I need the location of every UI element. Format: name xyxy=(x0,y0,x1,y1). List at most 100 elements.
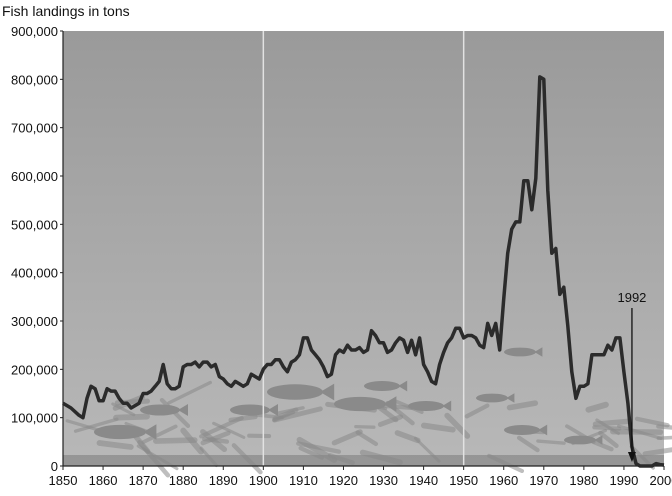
fish-icon xyxy=(564,435,603,445)
seaweed-strand xyxy=(113,413,150,421)
y-tick-label: 700,000 xyxy=(11,121,58,136)
fish-icon xyxy=(476,393,515,403)
x-tick-label: 1940 xyxy=(409,473,438,488)
series-line xyxy=(62,75,665,468)
fish-body xyxy=(140,404,180,416)
fish-icon xyxy=(94,424,157,440)
seaweed-strand xyxy=(617,424,663,440)
seaweed-strand xyxy=(595,418,621,436)
seaweed-strand xyxy=(506,400,539,411)
seaweed-strand xyxy=(199,415,244,439)
fish-body xyxy=(267,384,323,400)
seaweed-strand xyxy=(180,427,204,455)
x-tick-label: 1930 xyxy=(369,473,398,488)
seaweed-strand xyxy=(231,443,263,475)
fish-icon xyxy=(140,404,188,416)
y-tick-label: 500,000 xyxy=(11,217,58,232)
x-tick-label: 1850 xyxy=(49,473,78,488)
y-tick-label: 600,000 xyxy=(11,169,58,184)
x-tick-label: 1890 xyxy=(209,473,238,488)
fish-body xyxy=(564,435,596,445)
x-tick-label: 1960 xyxy=(489,473,518,488)
x-tick-label: 1980 xyxy=(569,473,598,488)
seaweed-strand xyxy=(331,429,363,446)
seaweed-strand xyxy=(359,449,403,466)
annotation-arrowhead xyxy=(627,452,636,462)
annotation-1992: 1992 xyxy=(617,290,646,462)
fish-tail xyxy=(442,400,452,412)
x-tick-label: 1870 xyxy=(129,473,158,488)
fish-icon xyxy=(504,424,548,436)
fish-tail xyxy=(268,404,278,416)
seaweed-strand xyxy=(96,440,134,450)
seaweed-strand xyxy=(516,435,540,453)
x-tick-label: 1900 xyxy=(249,473,278,488)
y-tick-label: 200,000 xyxy=(11,362,58,377)
seaweed-strand xyxy=(591,439,614,452)
fish-tail xyxy=(398,380,408,392)
seaweed-strand xyxy=(141,424,178,444)
fish-body xyxy=(408,401,444,411)
plot-area xyxy=(63,31,664,466)
x-tick-label: 1920 xyxy=(329,473,358,488)
seaweed-strand xyxy=(212,421,246,439)
fish-icon xyxy=(504,347,543,357)
seaweed-strand xyxy=(65,419,104,433)
seaweed-strand xyxy=(656,424,672,430)
fish-tail xyxy=(594,435,603,445)
fish-tail xyxy=(534,347,543,357)
y-tick-label: 900,000 xyxy=(11,24,58,39)
x-tick-label: 1860 xyxy=(89,473,118,488)
fish-tail xyxy=(383,396,397,412)
seaweed-strand xyxy=(167,380,212,405)
y-axis-label: Fish landings in tons xyxy=(2,3,130,19)
fish-icon xyxy=(334,396,397,412)
seaweed-strand xyxy=(464,403,490,419)
y-tick-label: 800,000 xyxy=(11,72,58,87)
y-tick-label: 400,000 xyxy=(11,266,58,281)
fish-tail xyxy=(538,424,548,436)
fish-tail xyxy=(143,424,157,440)
fish-body xyxy=(476,393,508,403)
seaweed-strand xyxy=(642,447,672,457)
fish-body xyxy=(230,404,270,416)
y-tick-label: 100,000 xyxy=(11,411,58,426)
fish-body xyxy=(504,425,540,435)
seaweed-strand xyxy=(298,446,325,460)
seaweed-strand xyxy=(355,430,379,447)
seaweed-strand xyxy=(413,436,441,463)
seaweed-strand xyxy=(536,439,566,445)
seaweed-strand xyxy=(73,417,119,433)
x-tick-label: 1950 xyxy=(449,473,478,488)
y-tick-label: 0 xyxy=(51,459,58,474)
y-tick-label: 300,000 xyxy=(11,314,58,329)
x-tick-label: 1910 xyxy=(289,473,318,488)
fish-body xyxy=(364,381,400,391)
x-tick-label: 1970 xyxy=(529,473,558,488)
seaweed-strand xyxy=(585,401,609,413)
gridlines xyxy=(262,31,465,466)
seaweed-strand xyxy=(296,441,342,454)
seaweed-strand xyxy=(420,422,456,433)
fish-icon xyxy=(364,380,408,392)
seaweed-strand xyxy=(200,430,231,446)
fish-body xyxy=(334,396,386,412)
fish-body xyxy=(94,424,146,440)
seaweed-strand xyxy=(487,453,524,473)
seaweed-strand xyxy=(137,439,171,478)
fish-body xyxy=(504,347,536,357)
fish-icon xyxy=(408,400,452,412)
x-tick-labels: 1850 1860 1870 1880 1890 1900 1910 1920 1930 1940… xyxy=(49,466,672,488)
x-tick-label: 1990 xyxy=(609,473,638,488)
fish-illustration xyxy=(63,347,672,478)
x-tick-label: 2000 xyxy=(650,473,672,488)
seaweed-strand xyxy=(112,394,146,411)
annotation-label: 1992 xyxy=(617,290,646,305)
seaweed-strand xyxy=(598,430,619,448)
y-tick-labels: 0 100,000 200,000 300,000 400,000 500,000 600,… xyxy=(11,24,63,474)
fish-icon xyxy=(267,383,335,401)
fish-tail xyxy=(320,383,335,401)
x-tick-label: 1880 xyxy=(169,473,198,488)
fish-icon xyxy=(230,404,278,416)
